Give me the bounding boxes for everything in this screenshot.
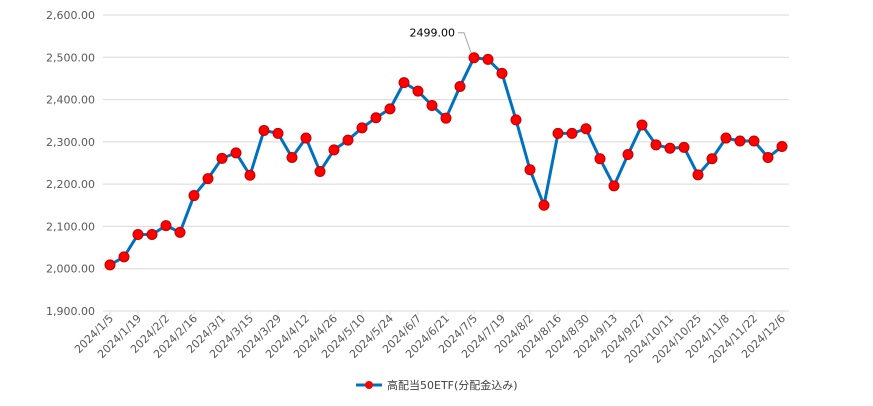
y-tick-label: 2,600.00 <box>46 9 95 22</box>
data-point <box>538 199 550 211</box>
y-tick-label: 2,500.00 <box>46 51 95 64</box>
data-point <box>146 228 158 240</box>
data-point <box>776 141 788 153</box>
data-point <box>692 169 704 181</box>
data-point <box>580 123 592 135</box>
data-point <box>748 135 760 147</box>
data-point <box>132 228 144 240</box>
data-point <box>664 142 676 154</box>
y-tick-label: 1,900.00 <box>46 305 95 318</box>
data-point <box>566 127 578 139</box>
data-point <box>118 251 130 263</box>
data-point <box>328 144 340 156</box>
data-point <box>552 127 564 139</box>
data-point <box>594 153 606 165</box>
y-axis-tick-labels: 1,900.00 2,000.00 2,100.00 2,200.00 2,300.00… <box>46 9 95 318</box>
data-point <box>384 103 396 115</box>
data-point <box>370 112 382 124</box>
gridlines <box>103 14 789 312</box>
legend-marker-swatch <box>365 381 373 389</box>
data-point <box>622 149 634 161</box>
data-point <box>314 165 326 177</box>
y-tick-label: 2,300.00 <box>46 136 95 149</box>
data-point <box>636 119 648 131</box>
series-line <box>108 56 784 267</box>
data-point <box>762 152 774 164</box>
data-point <box>342 134 354 146</box>
data-point <box>482 53 494 65</box>
data-point <box>160 220 172 232</box>
data-point <box>300 132 312 144</box>
data-point <box>720 132 732 144</box>
annotation-layer: 2499.00 <box>410 27 472 53</box>
data-point <box>468 52 480 64</box>
data-point <box>258 124 270 136</box>
data-point <box>608 180 620 192</box>
legend: 高配当50ETF(分配金込み) <box>356 378 518 392</box>
data-point <box>678 141 690 153</box>
data-label-leader <box>458 32 472 53</box>
data-point <box>524 164 536 176</box>
data-point <box>398 77 410 89</box>
data-point <box>454 80 466 92</box>
data-point <box>202 173 214 185</box>
series-layer <box>104 52 788 271</box>
data-point <box>286 152 298 164</box>
data-point <box>734 135 746 147</box>
data-point <box>104 259 116 271</box>
data-point <box>272 127 284 139</box>
data-point <box>706 153 718 165</box>
data-point <box>496 67 508 79</box>
data-point <box>188 190 200 202</box>
y-tick-label: 2,100.00 <box>46 220 95 233</box>
data-point <box>440 112 452 124</box>
legend-label: 高配当50ETF(分配金込み) <box>387 378 518 392</box>
data-point <box>650 139 662 151</box>
data-label: 2499.00 <box>410 27 456 40</box>
data-point <box>174 226 186 238</box>
data-point <box>230 147 242 159</box>
data-point <box>412 85 424 97</box>
data-point <box>356 122 368 134</box>
y-tick-label: 2,000.00 <box>46 263 95 276</box>
y-tick-label: 2,400.00 <box>46 94 95 107</box>
y-tick-label: 2,200.00 <box>46 178 95 191</box>
x-axis-tick-labels: 2024/1/52024/1/192024/2/22024/2/162024/3… <box>72 311 788 366</box>
data-point <box>244 169 256 181</box>
data-point <box>426 99 438 111</box>
data-point <box>510 114 522 126</box>
data-point <box>216 152 228 164</box>
